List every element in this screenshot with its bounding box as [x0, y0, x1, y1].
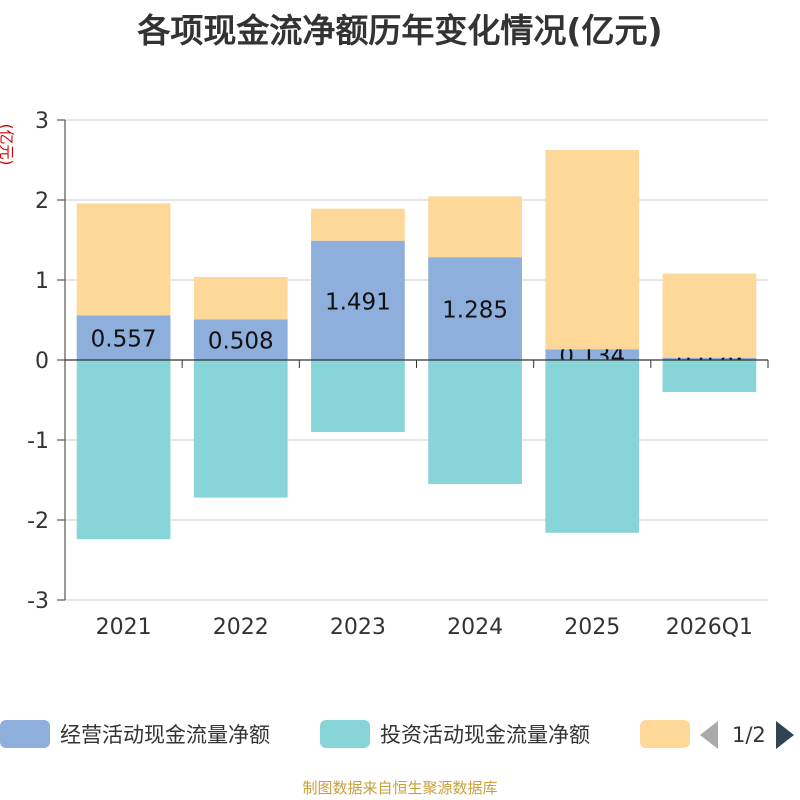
x-tick-label-2023: 2023: [330, 615, 386, 640]
y-tick-label: 0: [35, 349, 49, 374]
legend-swatch-operating: [0, 720, 50, 748]
data-label-2024: 1.285: [442, 298, 508, 324]
y-tick-label: 1: [35, 269, 49, 294]
y-tick-label: -1: [27, 429, 49, 454]
bar-financing-2024: [428, 196, 522, 258]
x-tick-label-2022: 2022: [213, 615, 269, 640]
x-tick-label-2026Q1: 2026Q1: [666, 615, 753, 640]
data-label-2021: 0.557: [91, 327, 157, 353]
bar-investing-2024: [428, 360, 522, 484]
bar-financing-2025: [545, 150, 640, 350]
y-tick-label: -2: [27, 509, 49, 534]
source-note: 制图数据来自恒生聚源数据库: [302, 779, 498, 797]
bar-investing-2021: [76, 360, 171, 540]
x-tick-label-2024: 2024: [447, 615, 503, 640]
legend-label-operating: 经营活动现金流量净额: [60, 723, 270, 747]
bar-financing-2021: [76, 203, 171, 316]
legend-next-arrow-icon[interactable]: [775, 721, 794, 749]
bar-operating-2023: [311, 240, 405, 360]
legend-item-financing[interactable]: [640, 716, 700, 752]
legend-pager: 1/2: [700, 718, 794, 752]
legend-item-operating[interactable]: 经营活动现金流量净额: [0, 716, 270, 752]
legend-swatch-financing: [640, 720, 690, 748]
chart-plot: 3 2 1 0 -1 -2 -3 0.557 2021 0.508 2022 1.491 2023 1.2…: [27, 109, 769, 640]
bar-financing-2026Q1: [662, 273, 757, 358]
bar-operating-2024: [428, 257, 522, 360]
legend-item-investing[interactable]: 投资活动现金流量净额: [320, 716, 590, 752]
legend-label-investing: 投资活动现金流量净额: [380, 723, 590, 747]
bar-investing-2023: [311, 360, 405, 432]
legend-page-indicator: 1/2: [732, 723, 766, 747]
legend-prev-arrow-icon[interactable]: [700, 721, 718, 749]
x-tick-label-2021: 2021: [96, 615, 152, 640]
bar-investing-2025: [545, 360, 640, 533]
y-tick-label: -3: [27, 589, 49, 614]
x-tick-label-2025: 2025: [564, 615, 620, 640]
bar-operating-2022: [193, 319, 288, 360]
data-label-2022: 0.508: [208, 329, 274, 355]
bar-investing-2026Q1: [662, 360, 757, 392]
data-label-2023: 1.491: [325, 289, 391, 315]
legend-swatch-investing: [320, 720, 370, 748]
bar-financing-2023: [311, 208, 405, 241]
y-tick-label: 3: [35, 109, 49, 134]
chart-title: 各项现金流净额历年变化情况(亿元): [137, 11, 663, 50]
bar-operating-2021: [76, 315, 171, 360]
bar-operating-2026Q1: [662, 357, 757, 360]
bar-financing-2022: [193, 276, 288, 320]
y-tick-label: 2: [35, 189, 49, 214]
bar-investing-2022: [193, 360, 288, 498]
bar-operating-2025: [545, 349, 640, 360]
